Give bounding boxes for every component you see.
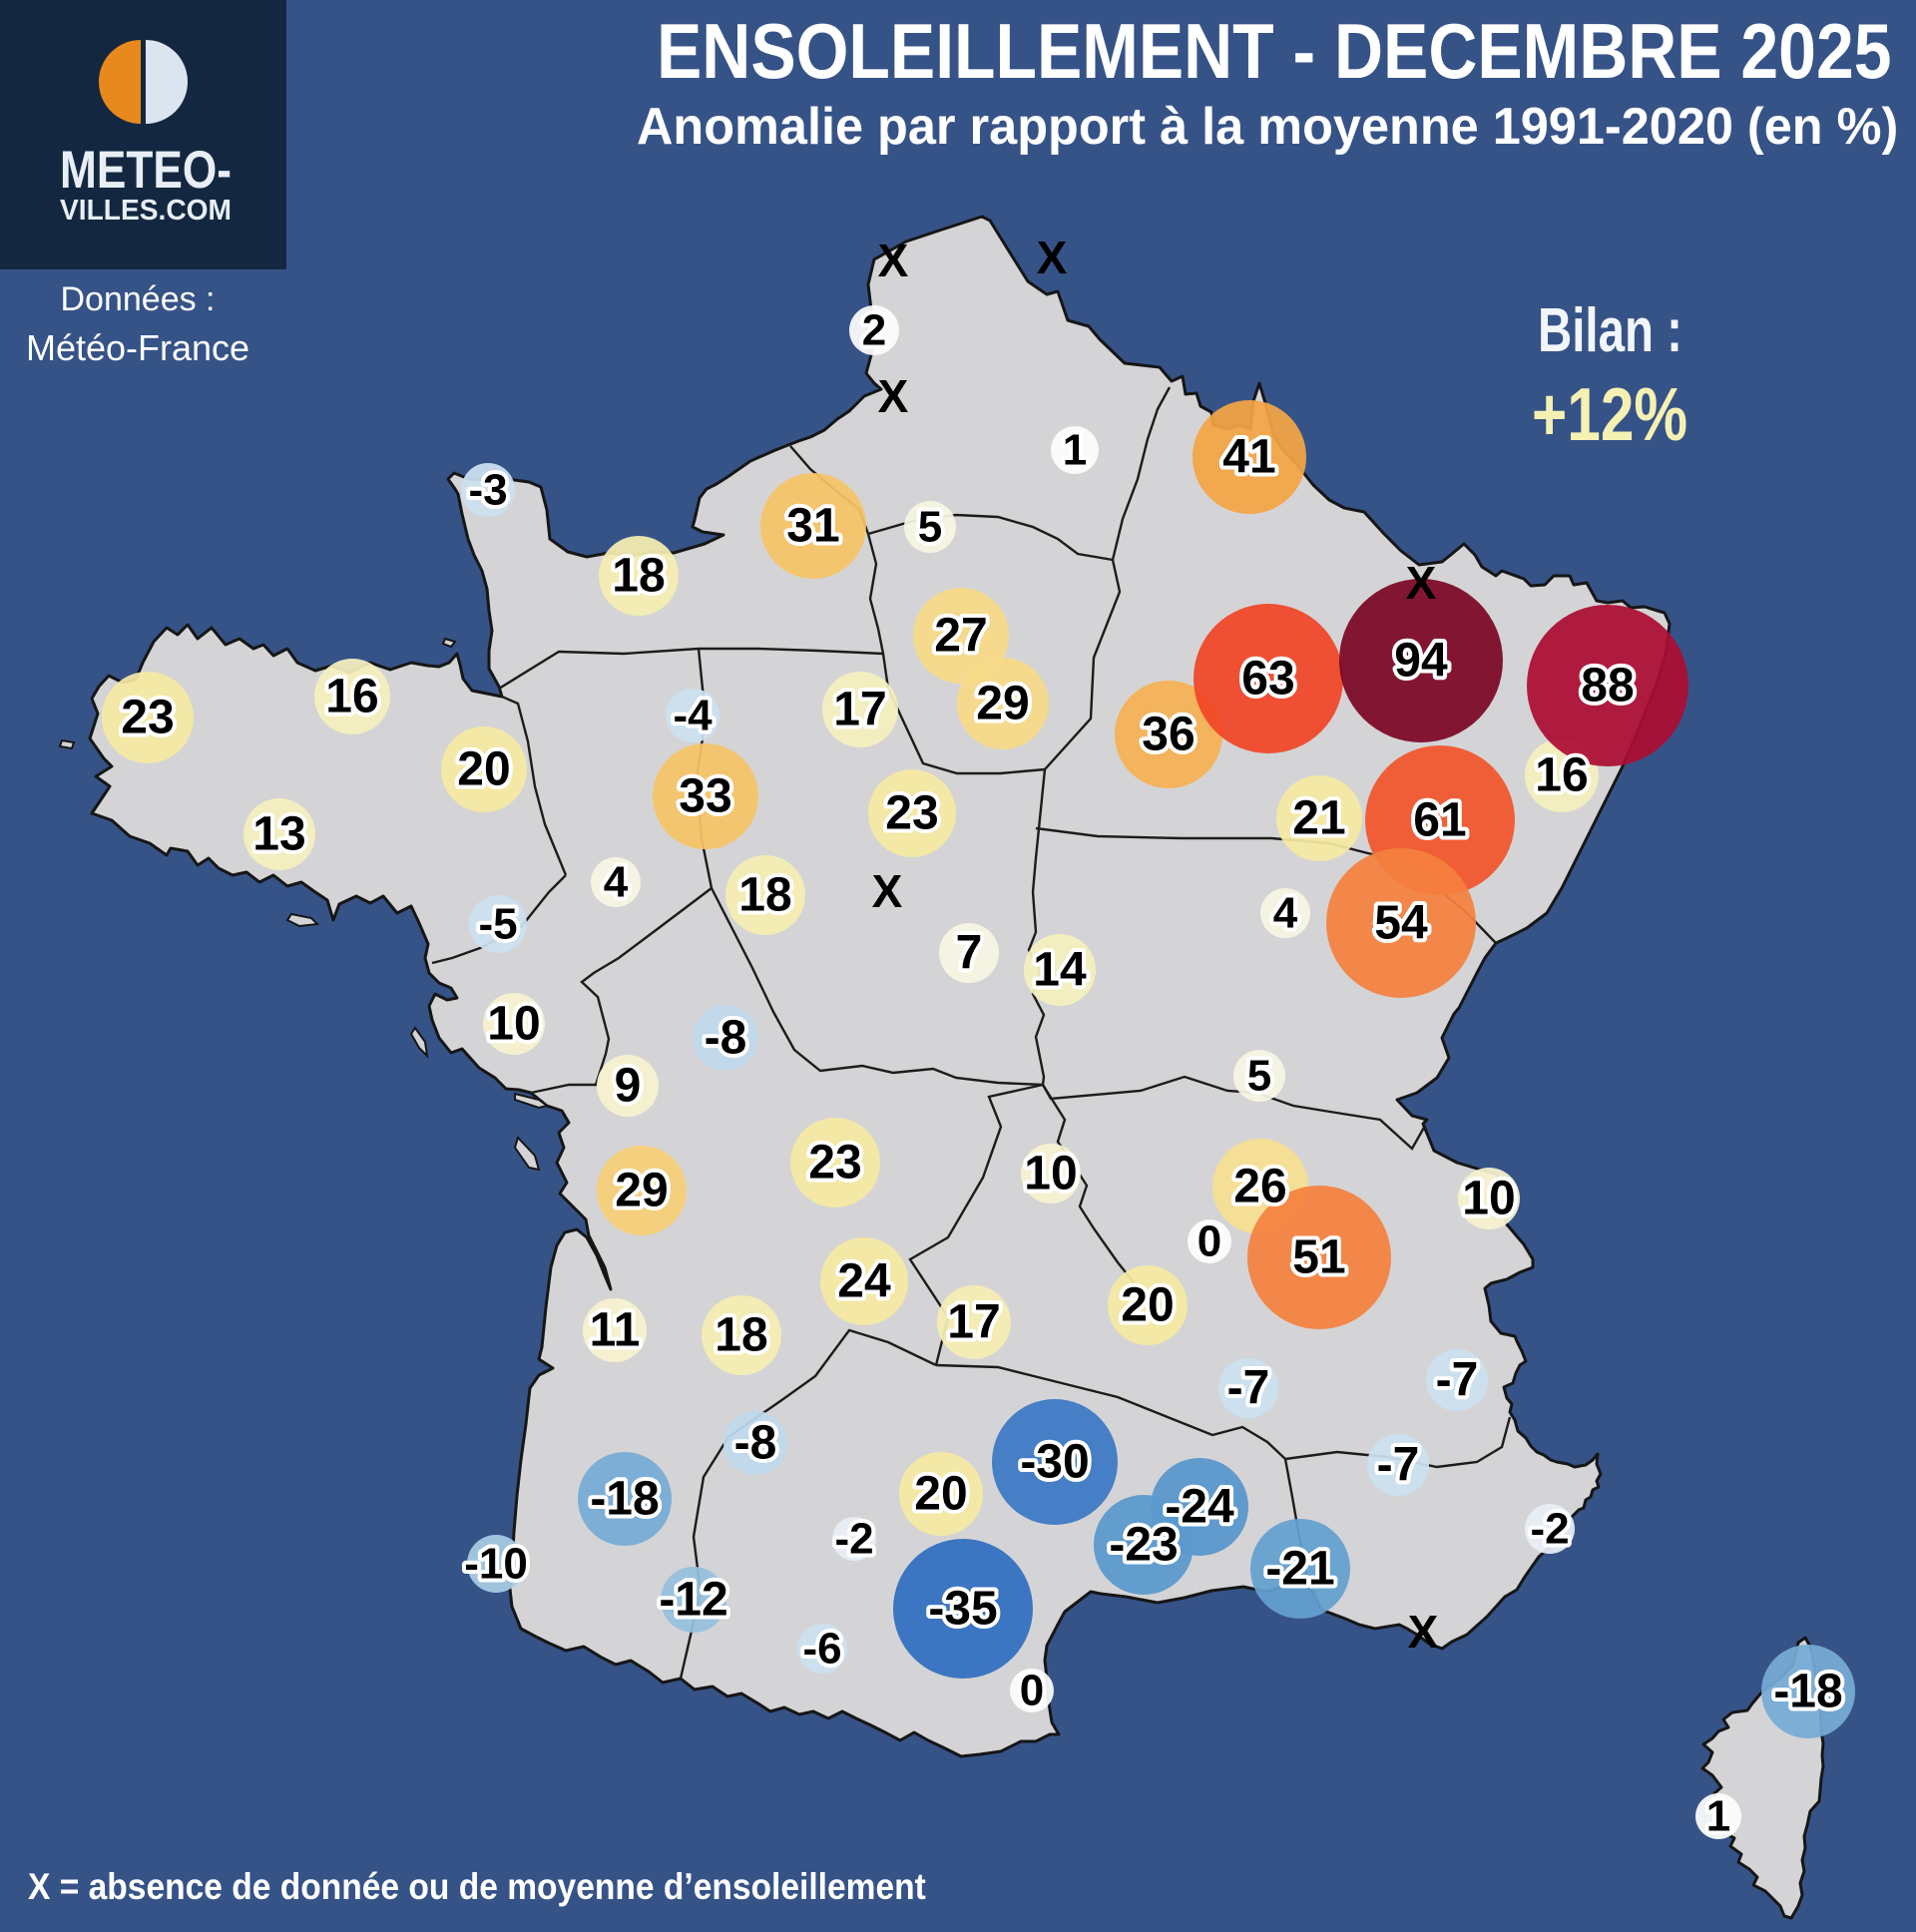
svg-text:X: X: [878, 235, 909, 286]
svg-text:-2: -2: [834, 1515, 873, 1564]
svg-text:18: 18: [738, 869, 791, 922]
svg-text:-7: -7: [1436, 1354, 1479, 1407]
svg-text:1: 1: [1063, 426, 1087, 475]
svg-text:29: 29: [615, 1165, 668, 1217]
svg-text:-6: -6: [802, 1625, 841, 1674]
svg-text:23: 23: [885, 787, 938, 840]
svg-text:-18: -18: [590, 1473, 659, 1526]
svg-text:16: 16: [1535, 749, 1588, 802]
svg-text:21: 21: [1292, 792, 1345, 845]
svg-text:20: 20: [457, 743, 510, 796]
svg-text:-2: -2: [1530, 1505, 1569, 1554]
svg-text:-7: -7: [1227, 1362, 1270, 1415]
svg-text:X: X: [1037, 232, 1068, 283]
svg-text:4: 4: [1273, 889, 1298, 938]
svg-text:-30: -30: [1020, 1436, 1089, 1489]
svg-text:24: 24: [837, 1255, 891, 1308]
svg-text:27: 27: [934, 610, 987, 663]
svg-text:29: 29: [976, 678, 1029, 730]
svg-text:18: 18: [715, 1309, 767, 1362]
svg-text:51: 51: [1292, 1231, 1345, 1284]
svg-text:-18: -18: [1773, 1666, 1842, 1718]
svg-text:-24: -24: [1165, 1481, 1234, 1534]
svg-text:0: 0: [1020, 1667, 1044, 1715]
svg-text:17: 17: [947, 1296, 1000, 1349]
svg-text:X: X: [878, 370, 909, 422]
svg-text:33: 33: [679, 770, 731, 823]
svg-text:VILLES.COM: VILLES.COM: [60, 195, 232, 227]
svg-text:5: 5: [918, 503, 942, 552]
svg-text:X: X: [1406, 557, 1437, 609]
svg-text:23: 23: [808, 1137, 861, 1190]
svg-text:-35: -35: [928, 1583, 997, 1636]
svg-text:14: 14: [1033, 944, 1087, 997]
svg-text:2: 2: [862, 306, 886, 355]
svg-text:26: 26: [1233, 1161, 1286, 1213]
svg-text:16: 16: [325, 671, 378, 724]
svg-text:54: 54: [1374, 897, 1428, 950]
svg-text:-10: -10: [464, 1540, 528, 1589]
svg-text:-12: -12: [659, 1574, 727, 1627]
svg-text:-5: -5: [478, 900, 517, 949]
svg-text:41: 41: [1222, 431, 1275, 484]
svg-text:10: 10: [1024, 1148, 1077, 1201]
svg-text:7: 7: [956, 927, 983, 980]
svg-text:-21: -21: [1265, 1543, 1334, 1596]
svg-text:4: 4: [604, 858, 629, 907]
svg-text:88: 88: [1581, 660, 1634, 713]
svg-text:11: 11: [590, 1304, 641, 1357]
svg-text:13: 13: [252, 808, 305, 861]
svg-text:0: 0: [1198, 1217, 1221, 1266]
svg-text:23: 23: [121, 692, 174, 744]
svg-text:94: 94: [1394, 635, 1448, 688]
svg-text:17: 17: [833, 684, 886, 736]
svg-text:METEO-: METEO-: [60, 141, 232, 200]
svg-text:-7: -7: [1377, 1439, 1420, 1492]
svg-text:63: 63: [1241, 653, 1294, 706]
svg-text:1: 1: [1706, 1792, 1730, 1841]
svg-text:-8: -8: [734, 1417, 777, 1470]
svg-text:20: 20: [1121, 1279, 1174, 1332]
svg-text:61: 61: [1413, 794, 1466, 847]
svg-text:-4: -4: [673, 692, 713, 740]
svg-text:36: 36: [1142, 709, 1195, 761]
svg-text:10: 10: [487, 998, 540, 1051]
svg-text:18: 18: [612, 550, 665, 603]
svg-text:20: 20: [914, 1468, 967, 1521]
svg-text:5: 5: [1247, 1052, 1271, 1101]
svg-text:X: X: [872, 865, 903, 917]
svg-text:-3: -3: [468, 466, 507, 515]
svg-text:9: 9: [615, 1060, 642, 1113]
svg-text:-23: -23: [1109, 1519, 1178, 1572]
svg-text:-8: -8: [705, 1012, 747, 1065]
svg-text:10: 10: [1462, 1173, 1515, 1225]
svg-text:31: 31: [786, 500, 839, 553]
svg-text:X: X: [1408, 1606, 1439, 1658]
